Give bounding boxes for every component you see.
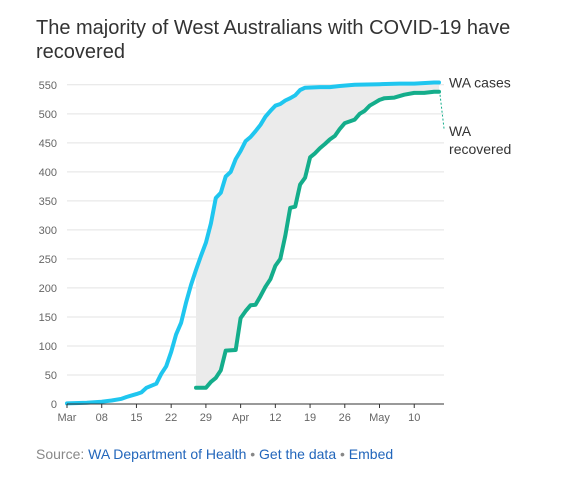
- series-label-layer: WA cases WA recovered: [439, 74, 511, 157]
- y-tick-label: 400: [39, 167, 57, 179]
- y-tick-label: 50: [45, 370, 57, 382]
- get-data-link[interactable]: Get the data: [259, 446, 337, 462]
- y-tick-label: 350: [39, 196, 57, 208]
- x-tick-label: 12: [269, 412, 281, 424]
- x-tick-label: May: [369, 412, 390, 424]
- y-tick-label: 300: [39, 225, 57, 237]
- x-tick-label: 26: [339, 412, 351, 424]
- source-link[interactable]: WA Department of Health: [88, 446, 247, 462]
- series-label-wa-recovered: recovered: [449, 141, 511, 157]
- gap-area-layer: [196, 82, 439, 388]
- y-tick-label: 200: [39, 283, 57, 295]
- footer-separator: •: [250, 446, 256, 462]
- y-tick-label: 250: [39, 254, 57, 266]
- series-line-wa-cases: [65, 80, 441, 406]
- series-line-wa-recovered: [194, 89, 441, 390]
- y-tick-label: 150: [39, 312, 57, 324]
- y-tick-label: 100: [39, 341, 57, 353]
- x-tick-label: 22: [165, 412, 177, 424]
- chart-title: The majority of West Australians with CO…: [36, 17, 511, 63]
- series-label-wa-cases: WA cases: [449, 74, 511, 90]
- x-tick-label: 10: [408, 412, 420, 424]
- x-tick-label: Apr: [232, 412, 249, 424]
- source-prefix: Source:: [36, 446, 85, 462]
- x-tick-label: 08: [96, 412, 108, 424]
- line-chart: 0 50 100 150 200 250 300 350 400 450 500 550 Mar 08 15…: [39, 74, 512, 424]
- series-label-wa-recovered: WA: [449, 123, 472, 139]
- embed-link[interactable]: Embed: [348, 446, 394, 462]
- y-tick-label: 500: [39, 109, 57, 121]
- y-tick-label: 550: [39, 80, 57, 92]
- series-layer: [65, 80, 441, 406]
- x-tick-label: 15: [130, 412, 142, 424]
- chart-footer: Source: WA Department of Health • Get th…: [36, 446, 393, 462]
- gap-area: [196, 82, 439, 388]
- y-tick-label: 0: [51, 399, 57, 411]
- x-tick-label: Mar: [58, 412, 77, 424]
- y-tick-label: 450: [39, 138, 57, 150]
- series-label-connector: [439, 94, 445, 129]
- grid-lines: [67, 84, 444, 376]
- x-tick-label: 19: [304, 412, 316, 424]
- axis-layer: 0 50 100 150 200 250 300 350 400 450 500 550 Mar 08 15…: [39, 80, 444, 424]
- footer-separator: •: [340, 446, 345, 462]
- x-tick-label: 29: [200, 412, 212, 424]
